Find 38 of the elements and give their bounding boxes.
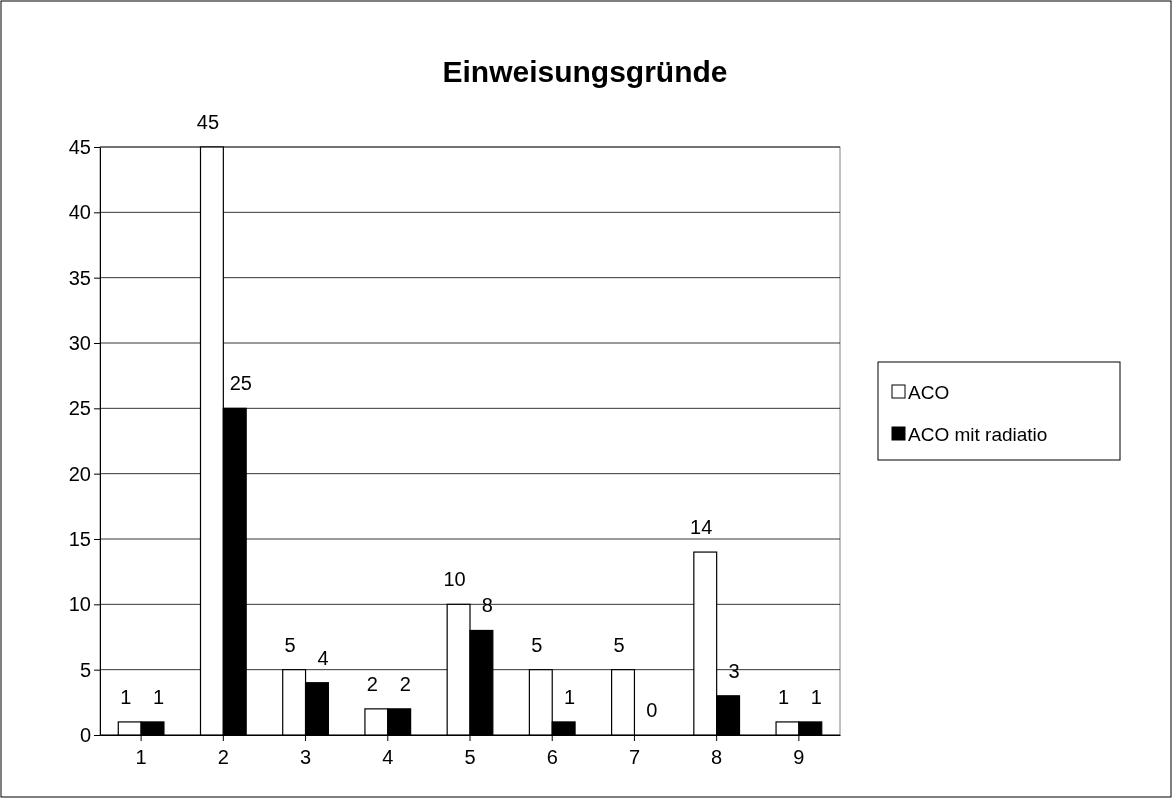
data-label: 10 (443, 568, 466, 591)
y-tick-label: 5 (79, 658, 91, 681)
data-label: 25 (229, 372, 252, 395)
y-tick-label: 0 (79, 723, 91, 746)
data-label: 1 (777, 685, 790, 708)
y-tick-label: 15 (68, 527, 91, 550)
x-tick-label: 9 (793, 746, 805, 768)
data-label: 1 (152, 685, 165, 708)
data-label: 1 (120, 685, 132, 708)
data-label: 2 (399, 672, 411, 695)
legend-label: ACO (908, 382, 950, 403)
y-tick-label: 45 (68, 135, 91, 158)
data-label: 2 (366, 672, 378, 695)
x-tick-label: 2 (217, 746, 229, 768)
x-tick-label: 8 (711, 746, 723, 768)
data-label: 14 (690, 516, 713, 539)
y-tick-label: 10 (68, 593, 91, 616)
chart-title: Einweisungsgründe (442, 55, 728, 88)
x-tick-label: 4 (382, 746, 394, 768)
x-tick-label: 1 (135, 746, 147, 768)
y-tick-label: 40 (68, 201, 91, 224)
data-label: 5 (531, 633, 543, 656)
data-label: 1 (810, 685, 822, 708)
x-tick-label: 6 (546, 746, 558, 768)
data-label: 5 (613, 633, 625, 656)
y-tick-label: 25 (68, 397, 91, 420)
y-tick-label: 30 (68, 331, 91, 354)
x-tick-label: 7 (628, 746, 641, 768)
data-label: 5 (284, 633, 296, 656)
legend-label: ACO mit radiatio (908, 424, 1048, 445)
data-label: 45 (196, 111, 220, 133)
x-tick-label: 5 (464, 746, 476, 768)
data-label: 0 (646, 699, 658, 721)
data-label: 4 (317, 646, 329, 669)
y-tick-label: 35 (68, 266, 91, 289)
data-label: 1 (564, 685, 576, 708)
y-tick-label: 20 (68, 462, 91, 485)
x-tick-label: 3 (299, 746, 312, 768)
